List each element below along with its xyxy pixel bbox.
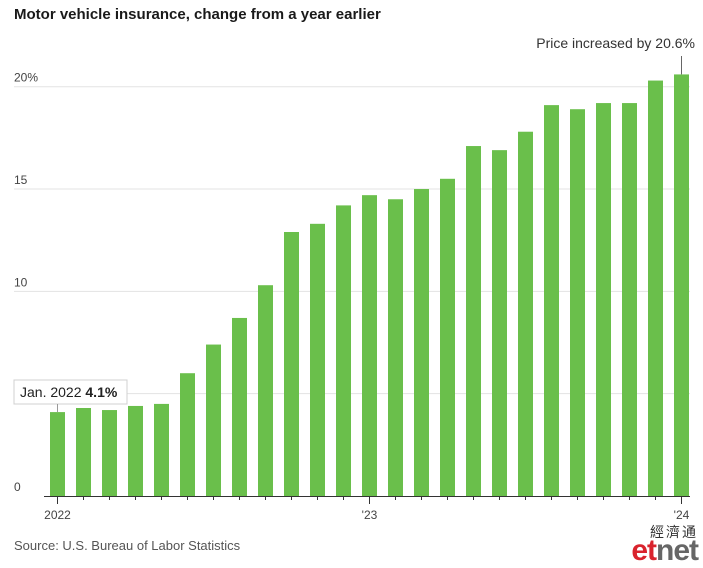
bars xyxy=(50,74,689,497)
bar xyxy=(258,285,273,496)
bar xyxy=(154,403,169,496)
bar xyxy=(310,223,325,496)
x-tick-label: '24 xyxy=(674,508,690,522)
chart-title: Motor vehicle insurance, change from a y… xyxy=(14,6,381,23)
bar xyxy=(648,80,663,496)
bar xyxy=(128,405,143,496)
logo-et: et xyxy=(631,534,657,567)
x-axis-labels: 2022 '23 '24 xyxy=(44,508,689,522)
bar xyxy=(570,109,585,497)
bar xyxy=(440,178,455,496)
bar xyxy=(388,199,403,497)
annotation-start-text: Jan. 2022 xyxy=(20,384,85,400)
gridlines xyxy=(14,86,690,395)
annotation-start-label: Jan. 2022 4.1% xyxy=(20,384,118,400)
bar xyxy=(180,373,195,496)
x-tick-label: 2022 xyxy=(44,508,71,522)
logo-net: net xyxy=(656,534,699,567)
bar xyxy=(232,317,247,496)
bar xyxy=(102,410,117,496)
x-tick-label: '23 xyxy=(362,508,378,522)
y-tick-label: 0 xyxy=(14,480,21,494)
y-tick-label: 20% xyxy=(14,71,38,85)
bar xyxy=(674,74,689,496)
etnet-logo: 經濟通 etnet xyxy=(612,522,702,568)
annotation-end-label: Price increased by 20.6% xyxy=(536,35,695,51)
logo-chinese-text: 經濟通 xyxy=(650,525,698,541)
bar xyxy=(466,146,481,496)
bar xyxy=(206,344,221,496)
y-tick-label: 15 xyxy=(14,173,28,187)
source-note: Source: U.S. Bureau of Labor Statistics xyxy=(14,538,241,553)
bar xyxy=(492,150,507,497)
y-axis-labels: 05101520% xyxy=(14,71,38,494)
bar xyxy=(414,189,429,496)
annotation-box xyxy=(13,379,128,405)
y-tick-label: 10 xyxy=(14,275,28,289)
bar xyxy=(596,103,611,497)
bar xyxy=(284,232,299,496)
annotation-start-value: 4.1% xyxy=(85,384,117,400)
bar xyxy=(336,205,351,496)
logo-brand: etnet xyxy=(631,534,699,568)
bar xyxy=(622,103,637,497)
bar xyxy=(76,408,91,496)
bar xyxy=(544,105,559,497)
x-axis xyxy=(44,496,690,504)
bar xyxy=(362,195,377,497)
bar xyxy=(518,131,533,496)
bar xyxy=(50,412,65,496)
annotations: Jan. 2022 4.1% Price increased by 20.6% xyxy=(13,35,695,413)
